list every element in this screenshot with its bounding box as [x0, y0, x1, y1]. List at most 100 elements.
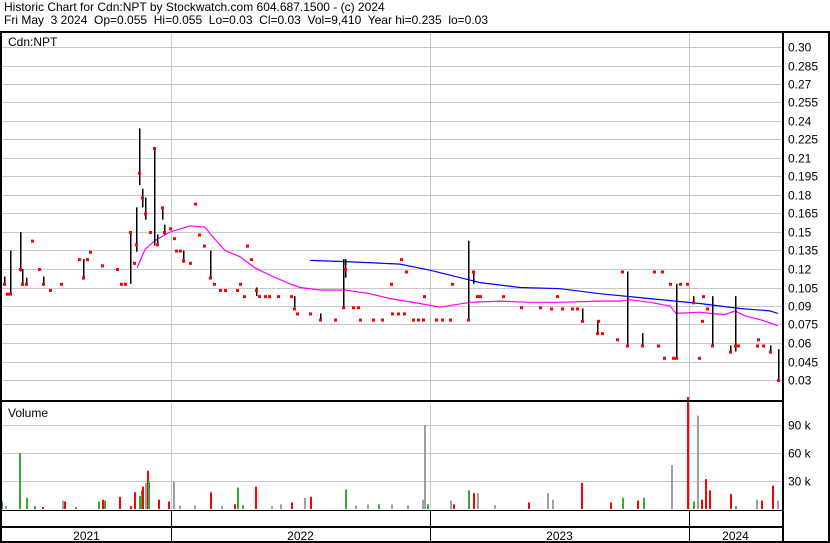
close-marker: [258, 295, 261, 299]
volume-bar: [772, 485, 774, 509]
price-range-bar: [730, 345, 732, 352]
volume-bar: [422, 499, 424, 509]
volume-bar: [547, 493, 549, 509]
volume-bar: [424, 425, 426, 509]
close-marker: [451, 282, 454, 286]
close-marker: [757, 338, 760, 342]
close-marker: [120, 282, 123, 286]
close-marker: [692, 301, 695, 305]
close-marker: [141, 196, 144, 200]
close-marker: [21, 282, 24, 286]
close-marker: [135, 243, 138, 247]
close-marker: [661, 270, 664, 274]
close-marker: [334, 318, 337, 322]
close-marker: [89, 250, 92, 254]
close-marker: [441, 318, 444, 322]
price-range-bar: [294, 296, 296, 308]
close-marker: [467, 318, 470, 322]
close-marker: [236, 288, 239, 292]
short-moving-average-line: [136, 225, 778, 327]
price-tick-label: 0.045: [788, 356, 818, 370]
close-marker: [357, 306, 360, 310]
close-marker: [706, 307, 709, 311]
price-range-bar: [320, 313, 322, 320]
close-marker: [405, 270, 408, 274]
close-marker: [194, 202, 197, 206]
volume-bar: [26, 497, 28, 509]
close-marker: [277, 295, 280, 299]
close-marker: [19, 268, 22, 271]
volume-bar: [102, 499, 104, 509]
price-range-bar: [164, 224, 166, 235]
volume-bar: [5, 506, 7, 509]
year-label: 2022: [287, 529, 314, 543]
volume-bar: [237, 487, 239, 509]
close-marker: [161, 206, 164, 210]
header-divider: [0, 31, 830, 33]
volume-tick-label: 90 k: [788, 419, 812, 433]
volume-bar: [643, 497, 645, 509]
volume-bar: [310, 496, 312, 509]
volume-bar: [148, 481, 150, 509]
close-marker: [359, 318, 362, 322]
price-range-bar: [145, 197, 147, 220]
price-range-bar: [676, 283, 678, 358]
volume-bar: [367, 504, 369, 509]
year-label: 2023: [546, 529, 573, 543]
price-range-bar: [10, 250, 12, 294]
volume-bar: [671, 465, 673, 509]
price-range-bar: [43, 276, 45, 284]
close-marker: [679, 282, 682, 286]
volume-bar: [701, 499, 703, 509]
close-marker: [219, 288, 222, 292]
close-marker: [9, 292, 12, 296]
volume-bar: [134, 492, 136, 509]
close-marker: [576, 307, 579, 311]
close-marker: [124, 282, 127, 286]
close-marker: [698, 356, 701, 360]
price-tick-label: 0.21: [788, 152, 812, 166]
volume-bar: [355, 505, 357, 509]
close-marker: [78, 258, 81, 262]
volume-bar: [130, 506, 132, 509]
volume-bar: [581, 482, 583, 509]
price-range-bar: [712, 296, 714, 346]
close-marker: [156, 243, 159, 247]
price-tick-label: 0.06: [788, 337, 812, 351]
price-range-bar: [157, 234, 159, 245]
price-range-bar: [627, 271, 629, 346]
close-marker: [756, 344, 759, 348]
close-marker: [198, 233, 201, 237]
volume-bar: [693, 501, 695, 509]
close-marker: [657, 344, 660, 348]
close-marker: [342, 306, 345, 310]
close-marker: [116, 268, 119, 271]
close-marker: [250, 258, 253, 262]
close-marker: [397, 312, 400, 316]
volume-axis: 90 k 60 k 30 k: [788, 419, 812, 489]
close-marker: [734, 344, 737, 348]
close-marker: [391, 312, 394, 316]
year-axis: 2021 2022 2023 2024: [73, 529, 749, 543]
volume-bar: [697, 415, 699, 509]
volume-bar: [242, 505, 244, 509]
price-range-bar: [778, 349, 780, 380]
close-marker: [203, 244, 206, 248]
price-range-bar: [735, 296, 737, 352]
close-marker: [290, 295, 293, 299]
volume-bar: [221, 506, 223, 509]
close-marker: [182, 259, 185, 263]
price-range-bar: [642, 333, 644, 346]
volume-bar: [145, 482, 147, 509]
volume-bar: [427, 504, 429, 509]
volume-bar: [391, 504, 393, 509]
close-marker: [601, 332, 604, 336]
close-marker: [144, 212, 147, 216]
close-marker: [571, 307, 574, 311]
volume-bar: [168, 501, 170, 509]
close-marker: [581, 319, 584, 323]
bottom-border: [0, 541, 830, 543]
outer-right-border: [828, 31, 830, 543]
close-marker: [173, 237, 176, 241]
